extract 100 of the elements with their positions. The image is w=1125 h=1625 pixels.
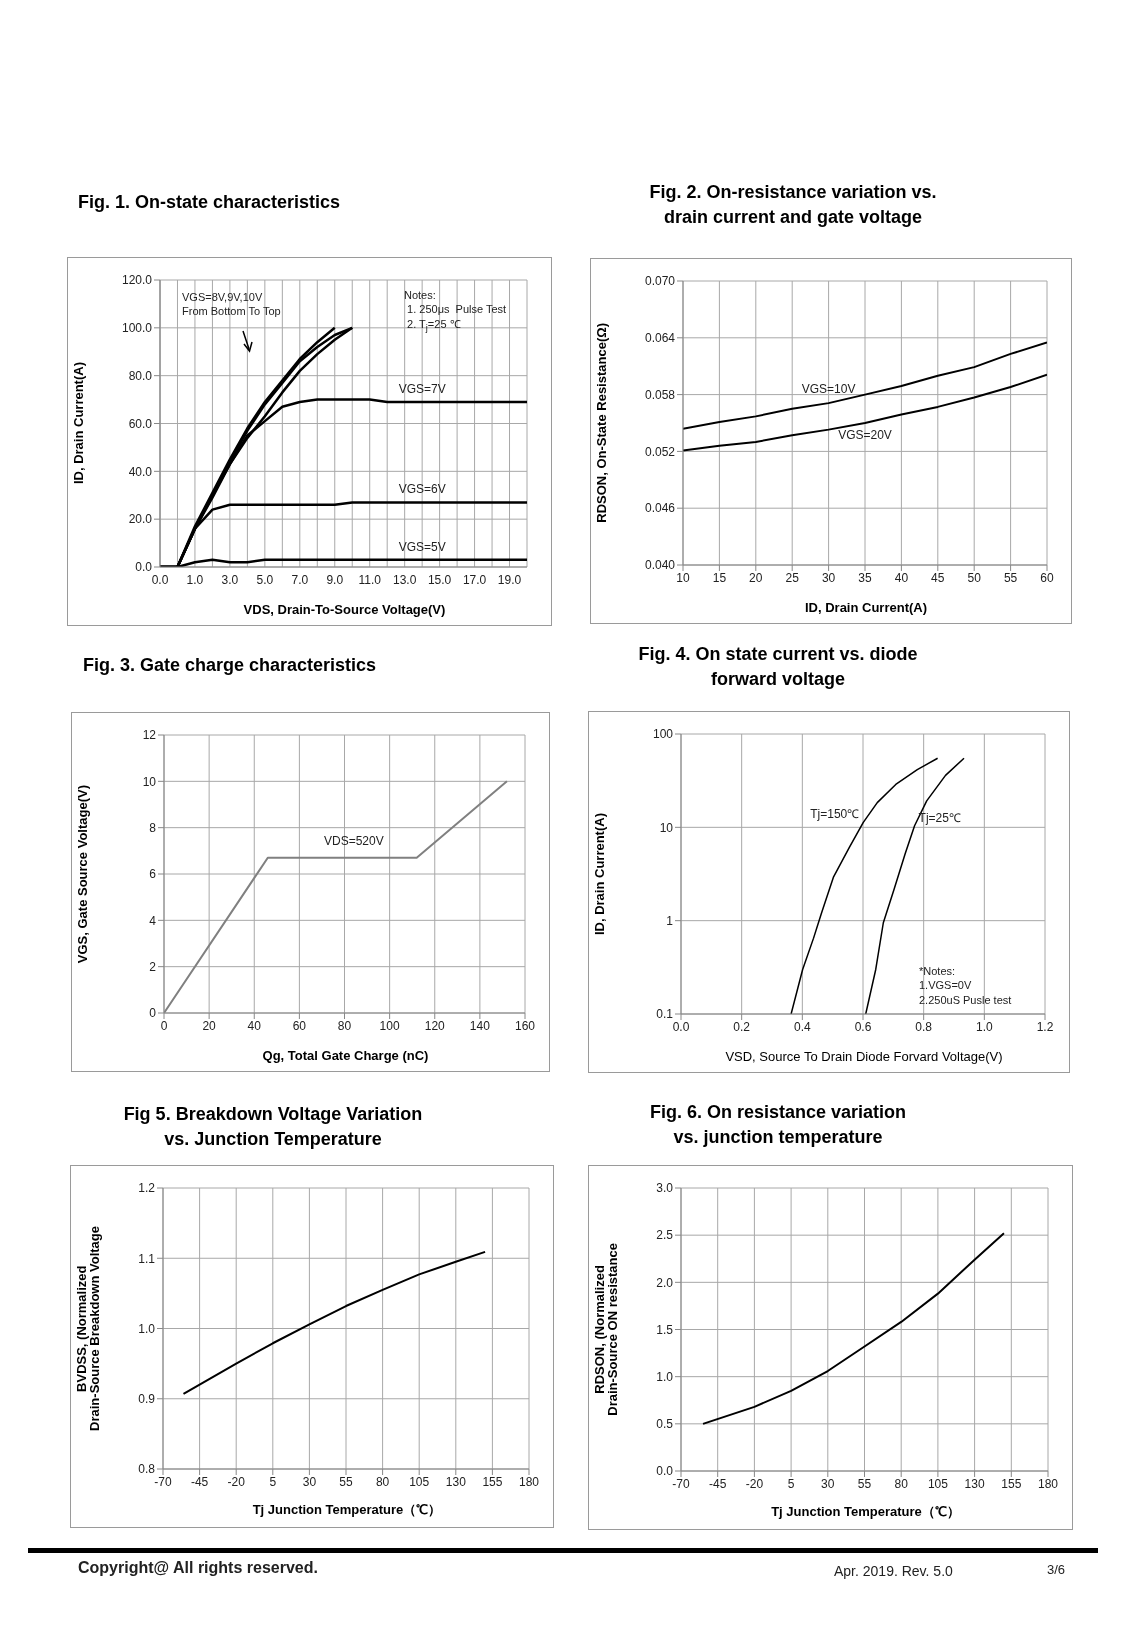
x-tick-label: 17.0 bbox=[462, 572, 487, 587]
x-tick-label: 155 bbox=[1001, 1476, 1022, 1491]
x-tick-label: -70 bbox=[154, 1474, 172, 1489]
y-tick-label: 0.046 bbox=[644, 501, 676, 516]
x-tick-label: 140 bbox=[469, 1018, 491, 1033]
x-tick-label: 3.0 bbox=[221, 572, 239, 587]
x-tick-label: 1.0 bbox=[975, 1019, 993, 1034]
x-tick-label: 30 bbox=[302, 1474, 317, 1489]
x-tick-label: 160 bbox=[514, 1018, 536, 1033]
series-label: VGS=10V bbox=[801, 382, 856, 397]
x-tick-label: 45 bbox=[931, 570, 945, 585]
x-tick-label: 20 bbox=[202, 1018, 217, 1033]
y-tick-label: 2.0 bbox=[656, 1275, 674, 1290]
x-tick-label: -45 bbox=[709, 1476, 727, 1491]
y-tick-label: 80.0 bbox=[128, 368, 153, 383]
x-tick-label: 60 bbox=[1040, 570, 1054, 585]
chart-title: Fig. 6. On resistance variation vs. junction temperature bbox=[648, 1101, 908, 1149]
y-tick-label: 120.0 bbox=[121, 273, 153, 288]
series-label: VGS=6V bbox=[398, 482, 446, 497]
x-tick-label: 80 bbox=[375, 1474, 390, 1489]
y-axis-title: RDSON, (Normalized Drain-Source ON resistance bbox=[592, 1243, 620, 1416]
y-axis-title: VGS, Gate Source Voltage(V) bbox=[75, 784, 90, 964]
x-tick-label: 19.0 bbox=[497, 572, 522, 587]
x-tick-label: 105 bbox=[409, 1474, 430, 1489]
x-tick-label: 55 bbox=[339, 1474, 353, 1489]
y-tick-label: 3.0 bbox=[656, 1181, 674, 1196]
text: Apr. 2019. Rev. 5.0 bbox=[834, 1562, 953, 1581]
x-tick-label: 20 bbox=[749, 570, 763, 585]
x-tick-label: 30 bbox=[821, 1476, 835, 1491]
y-tick-label: 0.040 bbox=[644, 558, 676, 573]
x-tick-label: 80 bbox=[894, 1476, 909, 1491]
y-tick-label: 1.0 bbox=[656, 1369, 674, 1384]
y-tick-label: 2 bbox=[149, 959, 157, 974]
x-tick-label: 7.0 bbox=[291, 572, 309, 587]
x-tick-label: 10 bbox=[676, 570, 690, 585]
y-tick-label: 1.0 bbox=[138, 1321, 156, 1336]
y-tick-label: 1.5 bbox=[656, 1322, 674, 1337]
y-tick-label: 100 bbox=[652, 727, 674, 742]
y-tick-label: 0.0 bbox=[656, 1464, 674, 1479]
x-tick-label: 9.0 bbox=[326, 572, 344, 587]
series-label: Tj=25℃ bbox=[918, 810, 961, 825]
x-tick-label: 15.0 bbox=[427, 572, 452, 587]
y-tick-label: 100.0 bbox=[121, 321, 153, 336]
y-tick-label: 1 bbox=[666, 913, 674, 928]
y-tick-label: 0.052 bbox=[644, 444, 676, 459]
x-tick-label: 5 bbox=[269, 1474, 277, 1489]
x-tick-label: 180 bbox=[518, 1474, 540, 1489]
y-tick-label: 40.0 bbox=[128, 464, 153, 479]
y-axis-title: ID, Drain Current(A) bbox=[71, 362, 86, 485]
x-tick-label: 50 bbox=[967, 570, 982, 585]
x-tick-label: 155 bbox=[482, 1474, 503, 1489]
x-tick-label: 1.0 bbox=[186, 572, 204, 587]
x-tick-label: 55 bbox=[857, 1476, 872, 1491]
x-tick-label: 5 bbox=[787, 1476, 795, 1491]
x-tick-label: 1.2 bbox=[1036, 1019, 1054, 1034]
chart-title: Fig. 1. On-state characteristics bbox=[78, 191, 342, 214]
x-tick-label: -45 bbox=[190, 1474, 209, 1489]
y-tick-label: 0.058 bbox=[644, 387, 676, 402]
x-tick-label: 80 bbox=[337, 1018, 352, 1033]
annotation: *Notes: 1.VGS=0V 2.250uS Pusle test bbox=[919, 964, 1012, 1007]
x-tick-label: 0.6 bbox=[854, 1019, 872, 1034]
x-tick-label: 105 bbox=[927, 1476, 949, 1491]
y-tick-label: 1.2 bbox=[138, 1181, 156, 1196]
y-tick-label: 0.9 bbox=[138, 1392, 156, 1407]
y-axis-title: ID, Drain Current(A) bbox=[592, 812, 607, 936]
y-axis-title: RDSON, On-State Resistance(Ω) bbox=[594, 323, 609, 523]
chart-title: Fig. 3. Gate charge characteristics bbox=[83, 654, 378, 677]
x-tick-label: 40 bbox=[247, 1018, 262, 1033]
y-tick-label: 20.0 bbox=[128, 512, 153, 527]
x-axis-title: Tj Junction Temperature（℃） bbox=[251, 1501, 443, 1519]
y-tick-label: 2.5 bbox=[656, 1228, 674, 1243]
x-tick-label: 100 bbox=[379, 1018, 400, 1033]
x-tick-label: 0.8 bbox=[915, 1019, 933, 1034]
series-label: VGS=7V bbox=[398, 381, 446, 396]
x-tick-label: 120 bbox=[424, 1018, 446, 1033]
x-tick-label: 5.0 bbox=[256, 572, 274, 587]
x-tick-label: 55 bbox=[1003, 570, 1018, 585]
y-tick-label: 0.070 bbox=[644, 274, 676, 289]
chart-title: Fig. 2. On-resistance variation vs. drain current and gate voltage bbox=[648, 181, 938, 229]
x-tick-label: 11.0 bbox=[358, 572, 382, 587]
y-tick-label: 10 bbox=[659, 820, 674, 835]
y-tick-label: 0.8 bbox=[138, 1462, 156, 1477]
y-tick-label: 12 bbox=[142, 728, 157, 743]
x-tick-label: 0.4 bbox=[793, 1019, 811, 1034]
text: 3/6 bbox=[1047, 1562, 1066, 1579]
y-tick-label: 0.1 bbox=[656, 1007, 674, 1022]
x-axis-title: Qg, Total Gate Charge (nC) bbox=[261, 1048, 430, 1063]
x-tick-label: 40 bbox=[894, 570, 909, 585]
x-axis-title: VDS, Drain-To-Source Voltage(V) bbox=[242, 602, 447, 617]
y-tick-label: 8 bbox=[149, 820, 157, 835]
annotation: Notes: 1. 250μs Pulse Test 2. T$_{j}$=25 ℃ bbox=[404, 288, 507, 335]
x-tick-label: 0.0 bbox=[672, 1019, 690, 1034]
annotation: VDS=520V bbox=[324, 834, 384, 850]
y-tick-label: 0 bbox=[149, 1006, 157, 1021]
x-tick-label: 130 bbox=[445, 1474, 467, 1489]
series-label: VGS=20V bbox=[838, 428, 892, 442]
x-tick-label: 0 bbox=[160, 1018, 168, 1033]
chart-title: Fig 5. Breakdown Voltage Variation vs. Junction Temperature bbox=[122, 1103, 424, 1151]
annotation: VGS=8V,9V,10V From Bottom To Top bbox=[182, 290, 281, 319]
x-tick-label: -20 bbox=[227, 1474, 246, 1489]
